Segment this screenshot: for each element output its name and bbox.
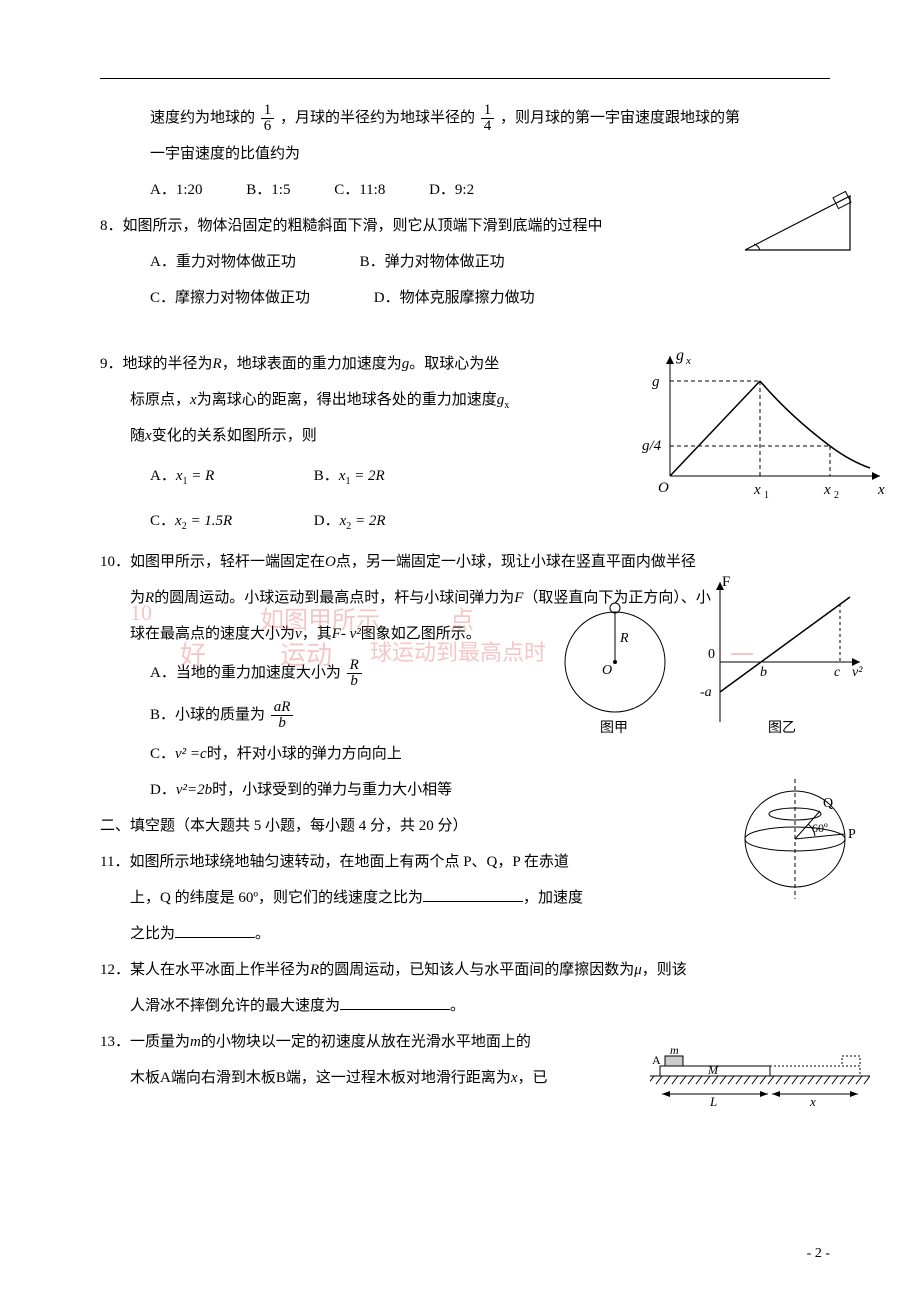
svg-text:x: x — [809, 1094, 816, 1109]
spacer — [100, 316, 830, 346]
q11-l1: 11．如图所示地球绕地轴匀速转动，在地面上有两个点 P、Q，P 在赤道 — [100, 844, 830, 880]
q7-frac1: 16 — [261, 103, 275, 134]
q13-block: A m M L x 13．一质量为m的小物块以一定的初速度从放在光滑水平地面上的… — [100, 1024, 830, 1096]
q13-plank-diagram: A m M L x — [650, 1044, 870, 1109]
q7-line2: 一宇宙速度的比值约为 — [100, 136, 830, 172]
svg-text:L: L — [709, 1094, 717, 1109]
svg-text:P: P — [848, 827, 856, 842]
svg-text:M: M — [707, 1063, 719, 1077]
svg-text:60º: 60º — [812, 821, 828, 835]
q7-l1-mid: ，月球的半径约为地球半径的 — [280, 110, 475, 126]
q10-num: 10． — [100, 544, 130, 580]
q9-x1sub: 1 — [764, 490, 769, 501]
q12-num: 12． — [100, 952, 130, 988]
svg-text:c: c — [834, 665, 841, 680]
q10-fig-jia: R O 图甲 — [550, 582, 680, 737]
q9-b: B．x1 = 2R — [314, 468, 385, 484]
svg-text:b: b — [760, 665, 767, 680]
q9-graph: g x g g/4 O x 1 x 2 x — [630, 346, 890, 506]
q9-xlabel: x — [877, 482, 885, 498]
q10-d: D．v²=2b时，小球受到的弹力与重力大小相等 — [100, 772, 830, 808]
q7-opt-b: B．1:5 — [246, 172, 290, 208]
q9-block: g x g g/4 O x 1 x 2 x 9．地球的半径为R，地球表面的重力加… — [100, 346, 830, 544]
q8-num: 8． — [100, 208, 123, 244]
svg-text:-a: -a — [700, 685, 712, 700]
q7-frac2: 14 — [481, 103, 495, 134]
q8-d: D．物体克服摩擦力做功 — [374, 280, 535, 316]
q11-block: 60º P Q 11．如图所示地球绕地轴匀速转动，在地面上有两个点 P、Q，P … — [100, 844, 830, 952]
q7-l1-post: ，则月球的第一宇宙速度跟地球的第 — [500, 110, 740, 126]
q9-a: A．x1 = R — [150, 454, 310, 499]
svg-text:v²: v² — [852, 665, 863, 680]
q8-row2: C．摩擦力对物体做正功 D．物体克服摩擦力做功 — [100, 280, 830, 316]
q13-num: 13． — [100, 1024, 130, 1060]
q10-block: R O 图甲 F 0 b c v² -a 图乙 10．如图甲 — [100, 544, 830, 808]
q11-l2: 上，Q 的纬度是 60º，则它们的线速度之比为，加速度 — [100, 880, 830, 916]
q8-block: 8．如图所示，物体沿固定的粗糙斜面下滑，则它从顶端下滑到底端的过程中 A．重力对… — [100, 208, 830, 316]
q9-O: O — [658, 480, 669, 496]
q11-blank2 — [175, 937, 255, 938]
q9-gtick: g — [652, 374, 660, 390]
q9-x1: x — [753, 482, 761, 498]
q8-incline-diagram — [740, 188, 860, 258]
svg-text:O: O — [602, 663, 612, 678]
q7-line1: 速度约为地球的 16 ，月球的半径约为地球半径的 14 ，则月球的第一宇宙速度跟… — [100, 100, 830, 136]
q9-x2: x — [823, 482, 831, 498]
q11-globe: 60º P Q — [730, 774, 870, 904]
q8-a: A．重力对物体做正功 — [150, 244, 296, 280]
svg-text:R: R — [619, 631, 629, 646]
svg-text:Q: Q — [823, 796, 833, 811]
q8-c: C．摩擦力对物体做正功 — [150, 280, 310, 316]
content: 速度约为地球的 16 ，月球的半径约为地球半径的 14 ，则月球的第一宇宙速度跟… — [100, 100, 830, 1096]
svg-text:F: F — [722, 574, 730, 590]
q7-opt-d: D．9:2 — [429, 172, 474, 208]
section2-heading: 二、填空题（本大题共 5 小题，每小题 4 分，共 20 分） — [100, 808, 830, 844]
q9-d: D．x2 = 2R — [314, 513, 386, 529]
q9-ylabel: g — [676, 347, 684, 364]
q10-c: C．v² =c时，杆对小球的弹力方向向上 — [100, 736, 830, 772]
q11-num: 11． — [100, 844, 129, 880]
q9-x2sub: 2 — [834, 490, 839, 501]
q12-blank — [340, 1009, 450, 1010]
q8-b: B．弹力对物体做正功 — [360, 244, 505, 280]
svg-text:A: A — [652, 1053, 661, 1067]
page: 速度约为地球的 16 ，月球的半径约为地球半径的 14 ，则月球的第一宇宙速度跟… — [0, 0, 920, 1302]
q8-stem: 8．如图所示，物体沿固定的粗糙斜面下滑，则它从顶端下滑到底端的过程中 — [100, 208, 830, 244]
q7-opt-c: C．11:8 — [334, 172, 385, 208]
q8-row1: A．重力对物体做正功 B．弹力对物体做正功 — [100, 244, 830, 280]
svg-text:m: m — [670, 1044, 679, 1057]
q10-fig-yi: F 0 b c v² -a 图乙 — [700, 572, 870, 737]
top-rule — [100, 78, 830, 79]
q9-num: 9． — [100, 346, 123, 382]
q10-fig1-label: 图甲 — [600, 721, 628, 736]
q12-l2: 人滑冰不摔倒允许的最大速度为。 — [100, 988, 830, 1024]
q9-ylabel-sub: x — [685, 355, 691, 367]
q7-options: A．1:20 B．1:5 C．11:8 D．9:2 — [100, 172, 830, 208]
q7-opt-a: A．1:20 — [150, 172, 203, 208]
q8-text: 如图所示，物体沿固定的粗糙斜面下滑，则它从顶端下滑到底端的过程中 — [123, 218, 603, 234]
q10-fig2-label: 图乙 — [768, 720, 796, 736]
q9-c: C．x2 = 1.5R — [150, 499, 310, 544]
q11-l3: 之比为。 — [100, 916, 830, 952]
q12-l1: 12．某人在水平冰面上作半径为R的圆周运动，已知该人与水平面间的摩擦因数为μ，则… — [100, 952, 830, 988]
page-number: - 2 - — [807, 1246, 830, 1262]
q9-g4tick: g/4 — [642, 438, 662, 454]
q11-blank1 — [423, 901, 523, 902]
svg-text:0: 0 — [708, 647, 715, 662]
q7-l1-pre: 速度约为地球的 — [150, 110, 255, 126]
